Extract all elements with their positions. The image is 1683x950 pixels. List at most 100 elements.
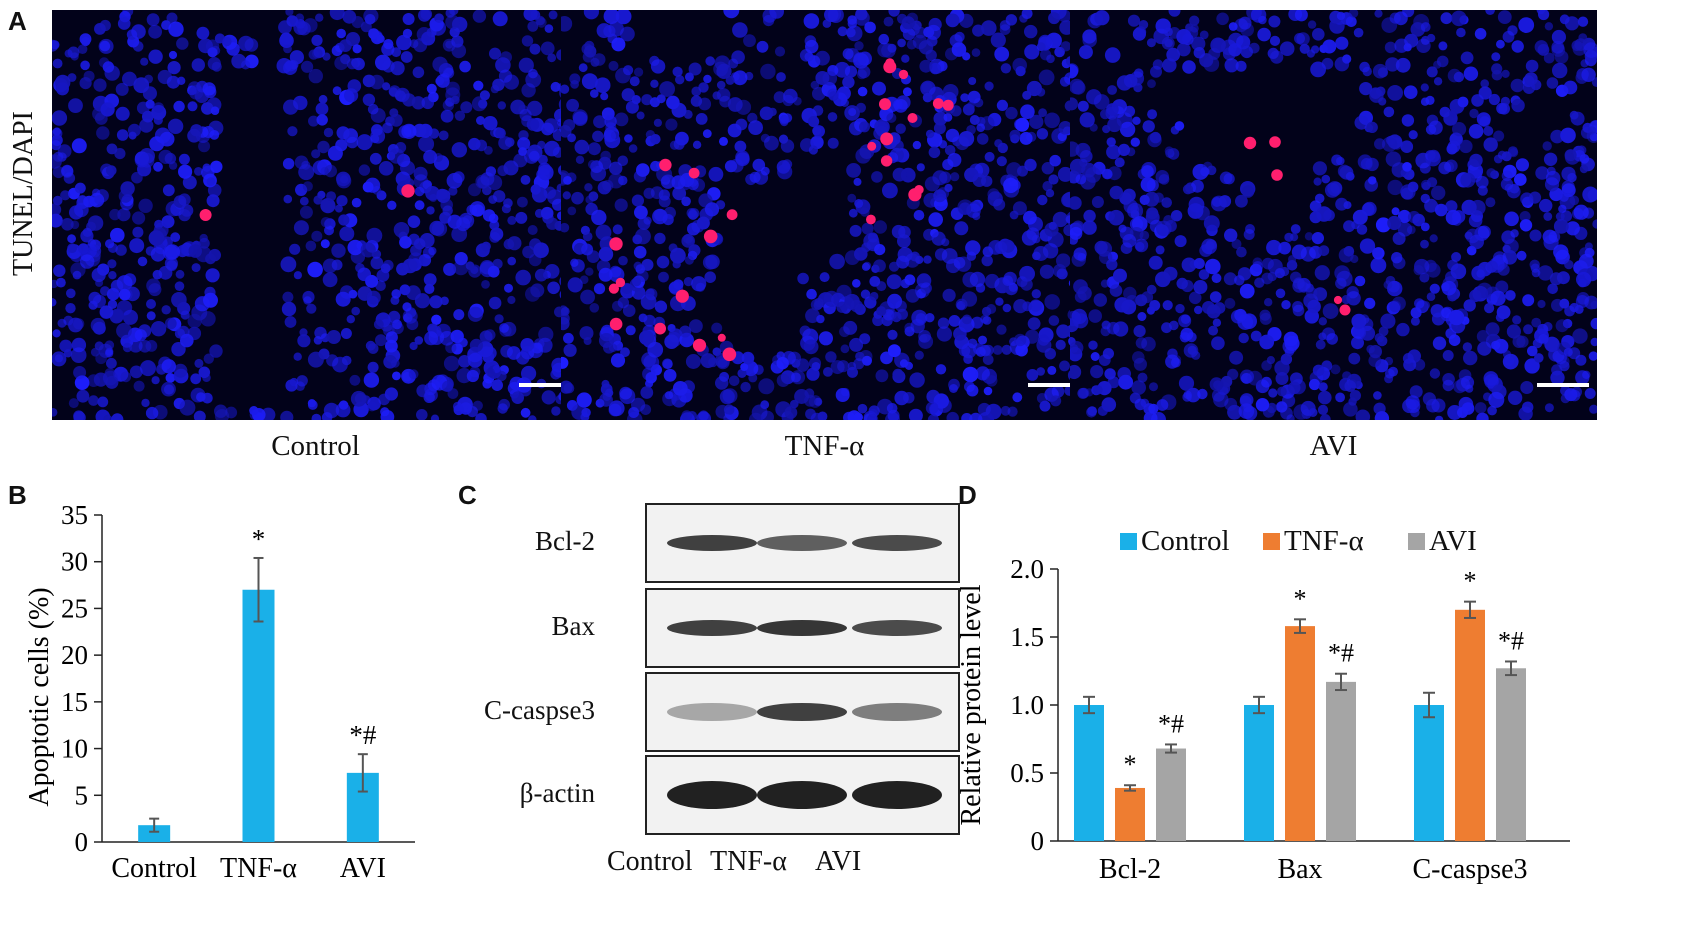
nuclei-layer	[561, 10, 1088, 420]
chart-b-x-tick-label: Control	[111, 853, 197, 884]
chart-d-annotation: *#	[1498, 626, 1524, 655]
blot-band	[852, 781, 942, 809]
chart-d-bar	[1285, 626, 1315, 841]
nuclei-layer	[1070, 10, 1597, 420]
tunel-positive-cell	[932, 98, 944, 109]
tunel-positive-cell	[609, 317, 623, 331]
panel-b-letter: B	[8, 480, 27, 510]
tunel-positive-cell	[908, 188, 922, 202]
tunel-positive-cell	[615, 277, 626, 288]
chart-d-annotation: *	[1294, 584, 1307, 613]
tunel-positive-cell	[608, 283, 619, 294]
tunel-positive-layer	[1243, 136, 1351, 316]
blot-strip	[645, 755, 960, 835]
blot-band	[667, 535, 757, 551]
chart-d-y-tick-label: 0.5	[1010, 758, 1044, 788]
chart-d-annotation: *#	[1328, 639, 1354, 668]
tunel-positive-cell	[726, 209, 738, 221]
chart-b-bar	[242, 589, 275, 842]
tunel-positive-cell	[866, 214, 876, 225]
chart-d-bar	[1455, 609, 1485, 841]
chart-b-y-tick-label: 15	[61, 687, 88, 717]
tunel-positive-cell	[1269, 136, 1281, 148]
chart-b-y-tick-label: 25	[61, 593, 88, 623]
chart-b: Apoptotic cells (%) 0 5 10 15 20 25 30 35 Contro…	[24, 500, 415, 884]
tunel-positive-cell	[1333, 295, 1343, 305]
chart-d-ylabel: Relative protein level	[956, 584, 987, 825]
tunel-positive-cell	[1243, 136, 1257, 150]
chart-d-y-tick-label: 1.5	[1010, 622, 1044, 652]
chart-d: Relative protein level 0 0.5 1.0 1.5 2.0 * *# B…	[956, 554, 1570, 885]
chart-d-annotation: *	[1124, 750, 1137, 779]
blot-band	[667, 703, 757, 721]
chart-d-annotation: *#	[1158, 709, 1184, 738]
legend-item-avi: AVI	[1408, 525, 1477, 558]
blot-lane-label: AVI	[815, 846, 862, 877]
chart-b-y-tick-label: 0	[75, 827, 89, 857]
legend-label-control: Control	[1141, 525, 1230, 557]
tunel-positive-cell	[879, 98, 891, 111]
legend-item-tnf: TNF-α	[1263, 525, 1364, 558]
legend-label-tnf: TNF-α	[1284, 525, 1364, 557]
blot-band	[852, 535, 942, 551]
chart-b-y-tick-label: 5	[75, 780, 89, 810]
blot-band	[852, 703, 942, 721]
tunel-positive-cell	[1271, 169, 1283, 181]
scale-bar	[1028, 383, 1080, 387]
scale-bar	[519, 383, 571, 387]
chart-b-ylabel: Apoptotic cells (%)	[24, 587, 55, 806]
blot-strip	[645, 588, 960, 668]
tunel-positive-cell	[942, 99, 954, 111]
panel-d-letter: D	[958, 480, 977, 510]
blot-strip	[645, 503, 960, 583]
chart-d-y-tick-label: 0	[1031, 826, 1045, 856]
chart-b-y-tick-label: 30	[61, 547, 88, 577]
panel-c-letter: C	[458, 480, 477, 510]
legend-item-control: Control	[1120, 525, 1230, 558]
chart-d-bar	[1326, 681, 1356, 841]
chart-b-bar	[138, 825, 171, 842]
tunel-positive-cell	[703, 229, 718, 244]
tunel-positive-cell	[867, 141, 877, 151]
tunel-positive-cell	[688, 167, 700, 179]
tunel-positive-cell	[401, 184, 415, 198]
chart-d-y-tick-label: 1.0	[1010, 690, 1044, 720]
blot-band	[757, 620, 847, 636]
blot-row-label: Bax	[551, 611, 596, 641]
tunel-positive-cell	[898, 69, 909, 80]
tunel-positive-cell	[659, 158, 672, 172]
blot-row-label: β-actin	[519, 778, 595, 808]
tunel-positive-cell	[880, 132, 894, 146]
chart-d-bar	[1496, 668, 1526, 841]
chart-b-y-tick-label: 10	[61, 734, 88, 764]
tunel-positive-cell	[907, 113, 918, 123]
chart-d-x-tick-label: Bcl-2	[1099, 854, 1161, 885]
chart-d-y-tick-label: 2.0	[1010, 554, 1044, 584]
legend-swatch-tnf	[1263, 533, 1280, 550]
blot-lane-label: Control	[607, 846, 693, 877]
blot-band	[757, 535, 847, 551]
blot-band	[667, 620, 757, 636]
legend-swatch-avi	[1408, 533, 1425, 550]
tunel-positive-cell	[717, 333, 726, 342]
tunel-positive-cell	[692, 338, 707, 352]
chart-d-bar	[1156, 748, 1186, 841]
blot-band	[757, 703, 847, 721]
tunel-positive-cell	[722, 347, 737, 362]
micrograph-caption-avi: AVI	[1309, 430, 1358, 462]
panel-a-letter: A	[8, 6, 27, 36]
micrograph-control	[52, 10, 579, 420]
chart-d-x-tick-label: Bax	[1277, 854, 1322, 885]
blot-row-label: C-caspse3	[484, 695, 595, 725]
chart-b-annotation: *	[252, 524, 266, 554]
chart-d-x-tick-label: C-caspse3	[1412, 854, 1527, 885]
tunel-positive-cell	[1339, 304, 1351, 316]
blot-strip	[645, 672, 960, 752]
tunel-positive-layer	[199, 184, 415, 221]
blot-row-label: Bcl-2	[535, 526, 595, 556]
tunel-positive-layer	[608, 58, 954, 362]
chart-b-x-tick-label: AVI	[340, 853, 386, 884]
chart-d-bar	[1074, 705, 1104, 841]
tunel-positive-cell	[654, 322, 666, 335]
chart-b-y-tick-label: 35	[61, 500, 88, 530]
